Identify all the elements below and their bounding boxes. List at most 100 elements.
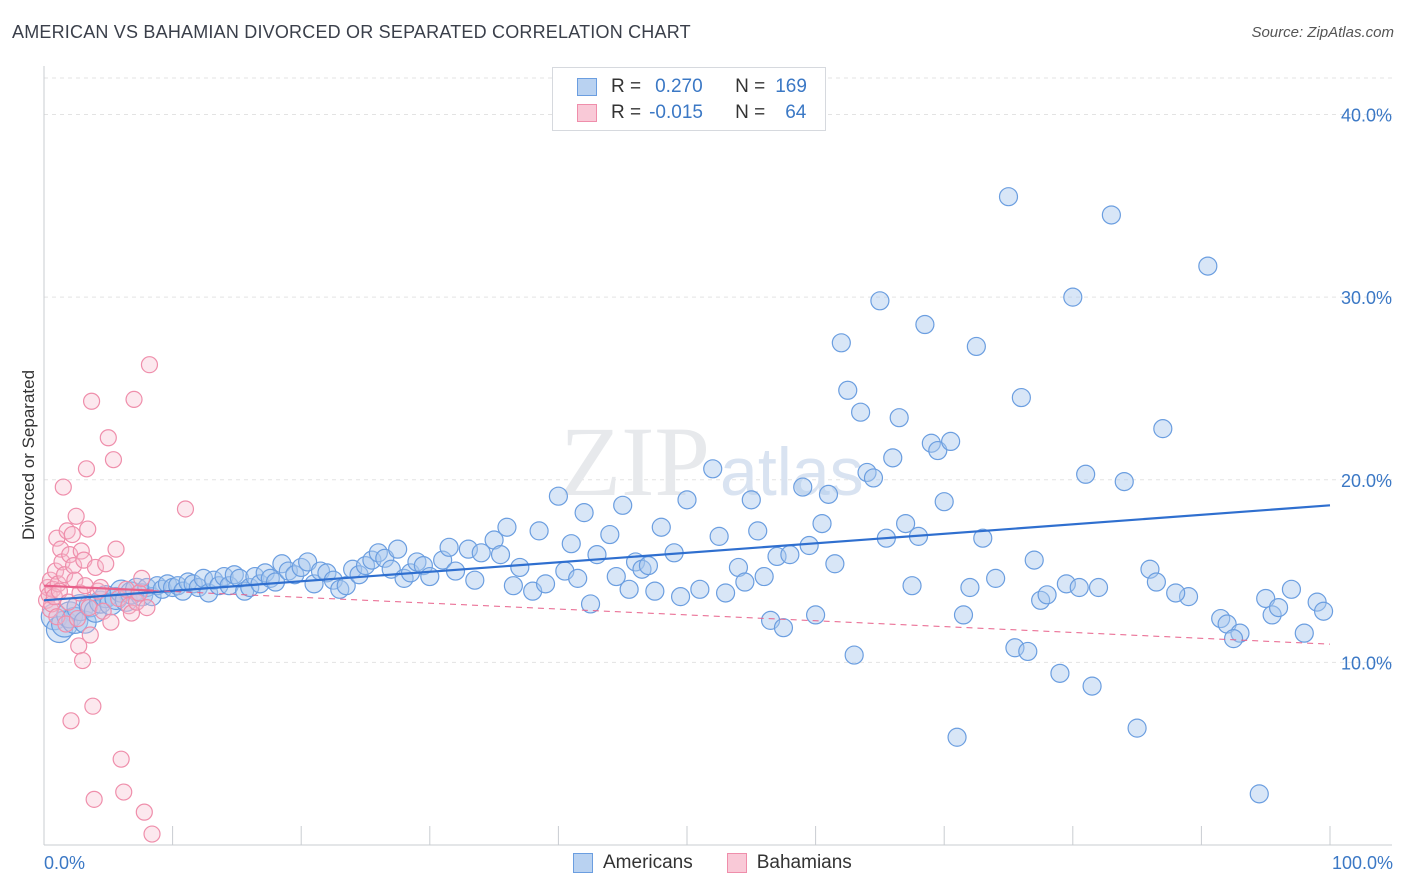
americans-point: [889, 408, 909, 428]
watermark-zip: ZIP: [560, 406, 710, 517]
americans-point: [600, 524, 620, 545]
bahamians-point: [176, 500, 195, 518]
americans-point: [1076, 464, 1096, 484]
bahamians-point: [64, 556, 83, 575]
bahamians-point: [67, 507, 85, 525]
americans-point: [613, 495, 633, 515]
source-label: Source: ZipAtlas.com: [1251, 24, 1394, 41]
americans-point: [941, 431, 961, 452]
americans-point: [1198, 256, 1218, 276]
americans-point: [1127, 718, 1147, 738]
bahamians-point: [63, 525, 81, 544]
americans-point: [465, 570, 485, 590]
americans-point: [1114, 471, 1134, 492]
americans-point: [503, 576, 523, 596]
bahamians-point: [115, 783, 133, 801]
americans-point: [1005, 638, 1025, 658]
americans-points: [40, 187, 1334, 804]
bahamians-point: [140, 356, 159, 374]
americans-point: [715, 583, 736, 603]
watermark-atlas: atlas: [720, 434, 864, 510]
americans-point: [1178, 587, 1199, 607]
bahamians-point: [99, 429, 117, 447]
bahamians-point: [102, 613, 120, 631]
bahamians-point: [97, 555, 115, 573]
americans-point: [793, 477, 813, 497]
legend-item-bahamians[interactable]: Bahamians: [726, 852, 852, 874]
americans-point: [953, 605, 974, 625]
americans-point: [896, 513, 916, 534]
americans-point: [619, 579, 639, 599]
americans-point: [497, 517, 517, 537]
bahamians-point: [80, 598, 98, 617]
legend-n-label: N =: [735, 102, 766, 123]
americans-point: [568, 568, 588, 588]
bahamians-point: [77, 460, 96, 478]
americans-point: [548, 486, 569, 506]
americans-point: [407, 552, 427, 572]
americans-point: [748, 521, 768, 541]
correlation-legend: R = 0.270 N = 169 R = -0.015 N = 64: [552, 67, 826, 131]
americans-point: [735, 572, 755, 592]
americans-point: [272, 554, 292, 574]
americans-point: [670, 587, 691, 607]
americans-trend-line: [43, 504, 1331, 602]
americans-point: [606, 566, 626, 587]
bahamians-point: [62, 712, 80, 730]
bahamians-point: [82, 392, 101, 410]
americans-point: [799, 535, 819, 556]
legend-n-value: 169: [775, 76, 807, 97]
bahamians-trend-line: [43, 584, 154, 592]
americans-point: [947, 727, 967, 747]
bahamians-point: [52, 540, 70, 558]
americans-point: [1018, 641, 1038, 662]
y-tick-label: 30.0%: [1341, 288, 1392, 308]
americans-point: [1249, 784, 1269, 804]
americans-point: [471, 543, 491, 563]
americans-point: [741, 490, 761, 510]
americans-point: [1223, 629, 1244, 649]
x-tick-label: 100.0%: [1332, 853, 1393, 873]
americans-point: [831, 333, 851, 353]
bahamians-point: [135, 803, 153, 821]
legend-n-label: N =: [735, 76, 766, 97]
americans-point: [1153, 419, 1173, 439]
bahamians-point: [122, 604, 141, 622]
americans-point: [1037, 585, 1057, 605]
americans-point: [986, 568, 1006, 588]
y-tick-label: 20.0%: [1341, 471, 1392, 491]
americans-point: [535, 574, 556, 594]
americans-point: [851, 402, 871, 422]
americans-point: [844, 645, 864, 665]
americans-point: [973, 528, 993, 548]
americans-point: [966, 336, 986, 357]
americans-point: [934, 492, 954, 512]
americans-point: [1069, 577, 1089, 598]
legend-item-americans[interactable]: Americans: [573, 852, 693, 874]
bahamians-point: [46, 562, 65, 580]
americans-point: [1050, 663, 1070, 683]
trend-lines: [43, 504, 1331, 645]
americans-point: [278, 561, 298, 581]
bahamians-swatch: [726, 853, 747, 873]
americans-point: [1281, 579, 1302, 599]
americans-point: [902, 576, 922, 596]
americans-point: [1166, 583, 1186, 603]
americans-point: [1313, 601, 1334, 621]
bahamians-point: [68, 609, 87, 628]
bahamians-point: [55, 566, 74, 584]
legend-n-value: 64: [785, 102, 807, 123]
bahamians-swatch: [577, 104, 597, 122]
americans-point: [773, 618, 794, 638]
bahamians-point: [81, 626, 99, 644]
americans-point: [754, 566, 774, 587]
americans-point: [490, 545, 511, 565]
americans-point: [1024, 550, 1044, 570]
bahamians-point: [125, 390, 143, 409]
axes: [43, 66, 1392, 846]
americans-point: [709, 526, 729, 546]
americans-point: [1056, 574, 1076, 594]
legend-r-label: R =: [611, 76, 642, 97]
americans-point: [825, 554, 845, 574]
